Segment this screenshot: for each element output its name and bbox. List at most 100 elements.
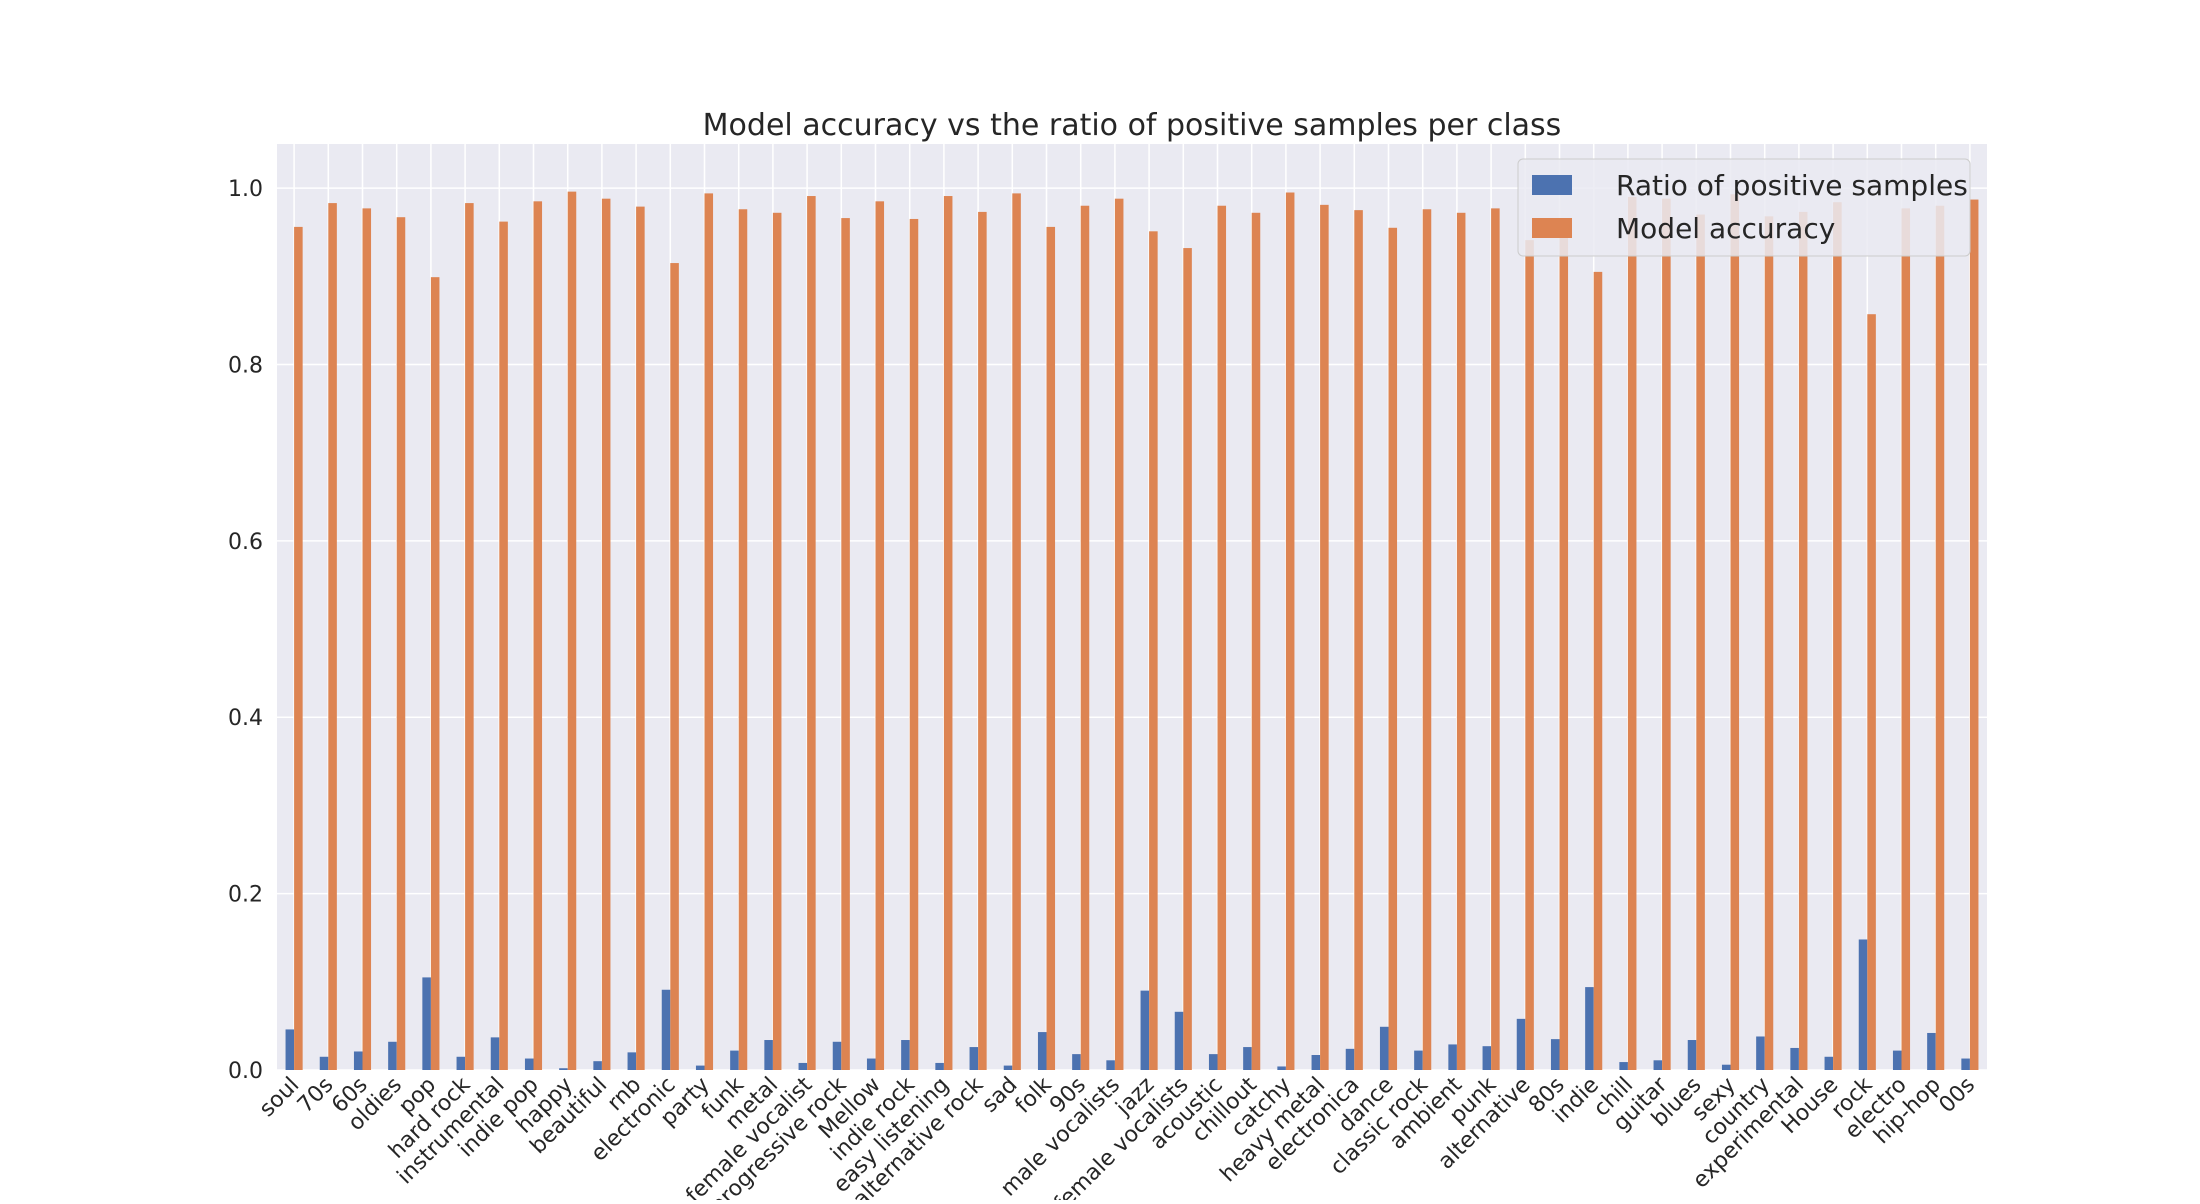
bar-accuracy-45	[1833, 202, 1842, 1071]
bar-accuracy-31	[1354, 210, 1363, 1071]
bar-accuracy-28	[1251, 212, 1261, 1070]
bar-accuracy-2	[362, 208, 372, 1071]
x-tick-label: 00s	[1935, 1073, 1981, 1119]
bar-accuracy-22	[1046, 226, 1056, 1070]
bar-accuracy-11	[670, 263, 679, 1070]
legend: Ratio of positive samples Model accuracy	[1517, 158, 1971, 257]
bar-ratio-48	[1927, 1032, 1936, 1070]
bar-ratio-25	[1140, 990, 1150, 1070]
bar-ratio-13	[730, 1050, 739, 1070]
bar-ratio-21	[1003, 1065, 1013, 1070]
bar-accuracy-10	[636, 206, 645, 1070]
bar-accuracy-42	[1730, 194, 1740, 1071]
bar-accuracy-18	[909, 218, 919, 1070]
chart-title: Model accuracy vs the ratio of positive …	[703, 108, 1562, 143]
bar-ratio-3	[388, 1041, 397, 1070]
bar-accuracy-7	[533, 201, 543, 1071]
bar-ratio-32	[1379, 1026, 1389, 1070]
bar-ratio-22	[1037, 1032, 1047, 1070]
bar-ratio-12	[695, 1065, 705, 1070]
bar-accuracy-23	[1080, 205, 1090, 1070]
bar-ratio-19	[935, 1062, 944, 1070]
bar-ratio-6	[490, 1037, 500, 1070]
bar-ratio-41	[1687, 1040, 1697, 1070]
bar-ratio-39	[1619, 1062, 1628, 1070]
bar-ratio-4	[422, 977, 431, 1070]
bar-ratio-43	[1756, 1036, 1765, 1070]
bar-accuracy-20	[978, 211, 987, 1070]
bar-ratio-30	[1311, 1055, 1321, 1070]
bar-accuracy-41	[1696, 214, 1705, 1071]
bar-accuracy-35	[1491, 208, 1500, 1071]
bar-accuracy-1	[328, 203, 337, 1070]
bar-ratio-24	[1106, 1060, 1115, 1070]
bar-accuracy-36	[1525, 240, 1534, 1070]
bar-accuracy-37	[1559, 220, 1569, 1070]
bar-ratio-49	[1961, 1058, 1970, 1070]
legend-swatch-ratio	[1532, 175, 1572, 195]
bar-ratio-18	[901, 1040, 910, 1070]
bar-ratio-14	[764, 1040, 773, 1070]
bar-ratio-5	[456, 1056, 466, 1070]
bar-accuracy-6	[499, 221, 508, 1071]
bar-accuracy-29	[1285, 192, 1295, 1070]
bar-ratio-44	[1790, 1047, 1799, 1070]
bar-ratio-16	[832, 1041, 842, 1070]
bar-accuracy-43	[1764, 216, 1774, 1071]
bar-accuracy-8	[567, 191, 577, 1070]
bar-accuracy-3	[396, 217, 406, 1070]
bar-ratio-15	[798, 1062, 808, 1070]
bar-ratio-47	[1892, 1050, 1902, 1070]
bar-accuracy-14	[772, 212, 782, 1070]
legend-label-ratio: Ratio of positive samples	[1616, 169, 1968, 202]
bar-accuracy-26	[1183, 248, 1192, 1070]
bar-accuracy-25	[1149, 231, 1158, 1070]
bar-accuracy-5	[465, 203, 474, 1070]
bars	[285, 191, 1979, 1071]
y-axis: 0.0 0.2 0.4 0.6 0.8 1.0	[228, 177, 263, 1084]
bar-accuracy-48	[1935, 205, 1945, 1070]
bar-ratio-40	[1653, 1060, 1663, 1070]
bar-ratio-31	[1345, 1048, 1355, 1070]
bar-ratio-20	[969, 1047, 979, 1070]
bar-accuracy-46	[1867, 314, 1876, 1070]
bar-accuracy-9	[601, 198, 611, 1070]
bar-accuracy-39	[1627, 196, 1637, 1070]
bar-ratio-17	[866, 1058, 876, 1070]
bar-accuracy-15	[807, 196, 816, 1071]
bar-ratio-0	[285, 1029, 295, 1070]
bar-accuracy-4	[430, 277, 440, 1071]
bar-accuracy-33	[1422, 209, 1432, 1070]
bar-accuracy-34	[1456, 212, 1466, 1070]
bar-accuracy-12	[704, 193, 714, 1071]
bar-ratio-34	[1448, 1044, 1457, 1070]
bar-ratio-7	[524, 1058, 534, 1070]
bar-ratio-35	[1482, 1046, 1492, 1070]
bar-accuracy-30	[1320, 204, 1329, 1070]
bar-ratio-23	[1072, 1054, 1081, 1070]
bar-accuracy-19	[943, 196, 953, 1071]
y-tick-label: 1.0	[228, 177, 263, 202]
bar-ratio-27	[1208, 1054, 1218, 1070]
y-tick-label: 0.4	[228, 706, 263, 731]
bar-accuracy-16	[841, 218, 850, 1070]
bar-ratio-26	[1174, 1011, 1184, 1070]
bar-ratio-8	[559, 1068, 568, 1070]
bar-accuracy-32	[1388, 227, 1398, 1070]
bar-ratio-37	[1550, 1039, 1560, 1070]
legend-label-accuracy: Model accuracy	[1616, 212, 1835, 245]
bar-accuracy-21	[1012, 193, 1021, 1071]
legend-swatch-accuracy	[1532, 218, 1572, 238]
bar-ratio-1	[319, 1056, 329, 1070]
bar-accuracy-13	[738, 209, 748, 1070]
bar-ratio-10	[627, 1052, 637, 1070]
legend-box	[1517, 158, 1971, 257]
bar-accuracy-47	[1901, 208, 1911, 1071]
bar-ratio-46	[1858, 939, 1868, 1070]
bar-ratio-29	[1277, 1066, 1286, 1070]
bar-ratio-9	[593, 1061, 602, 1070]
bar-accuracy-49	[1969, 199, 1979, 1070]
bar-ratio-28	[1243, 1047, 1252, 1070]
